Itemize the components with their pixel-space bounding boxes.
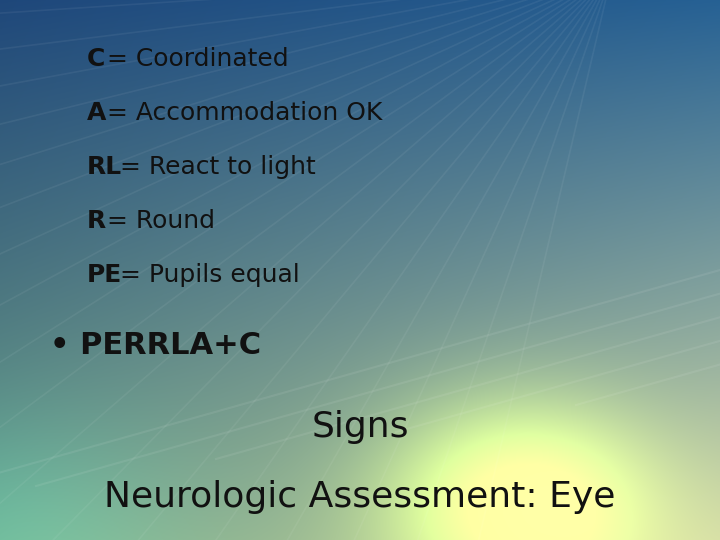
Text: R: R (86, 210, 106, 233)
Text: = React to light: = React to light (112, 156, 315, 179)
Text: Signs: Signs (311, 410, 409, 443)
Text: = Pupils equal: = Pupils equal (112, 264, 300, 287)
Text: PE: PE (86, 264, 122, 287)
Text: Neurologic Assessment: Eye: Neurologic Assessment: Eye (104, 480, 616, 514)
Text: = Round: = Round (99, 210, 215, 233)
Text: C: C (86, 48, 105, 71)
Text: RL: RL (86, 156, 122, 179)
Text: = Coordinated: = Coordinated (99, 48, 289, 71)
Text: = Accommodation OK: = Accommodation OK (99, 102, 382, 125)
Text: A: A (86, 102, 106, 125)
Text: • PERRLA+C: • PERRLA+C (50, 331, 261, 360)
